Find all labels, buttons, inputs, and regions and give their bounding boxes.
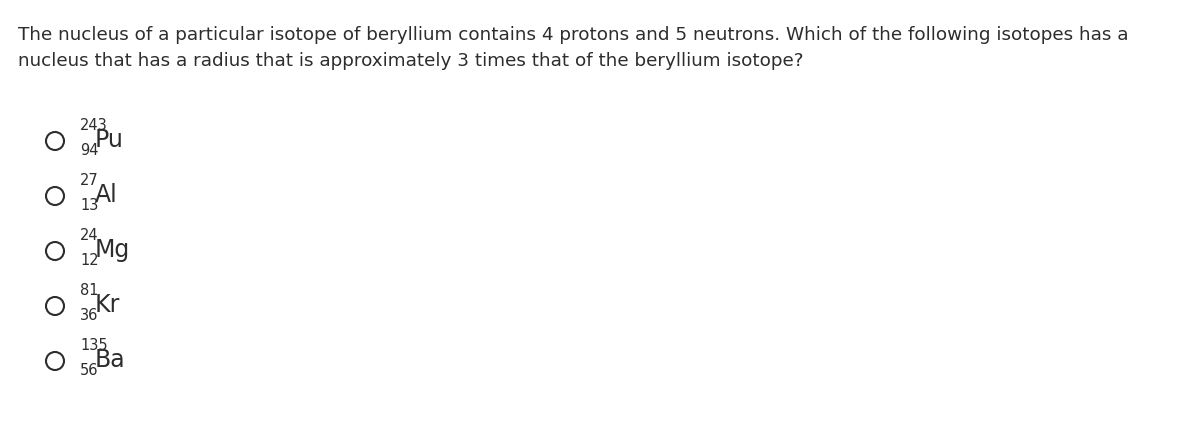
Text: Ba: Ba: [95, 348, 126, 372]
Text: Al: Al: [95, 183, 118, 207]
Text: 13: 13: [80, 198, 98, 213]
Text: 24: 24: [80, 228, 98, 243]
Text: 27: 27: [80, 173, 98, 188]
Text: 135: 135: [80, 338, 108, 353]
Text: 94: 94: [80, 143, 98, 158]
Text: 81: 81: [80, 283, 98, 298]
Text: Kr: Kr: [95, 293, 120, 317]
Text: Pu: Pu: [95, 128, 124, 152]
Text: 36: 36: [80, 308, 98, 323]
Text: Mg: Mg: [95, 238, 131, 262]
Text: 243: 243: [80, 118, 108, 133]
Text: 12: 12: [80, 253, 98, 268]
Text: 56: 56: [80, 363, 98, 378]
Text: The nucleus of a particular isotope of beryllium contains 4 protons and 5 neutro: The nucleus of a particular isotope of b…: [18, 26, 1128, 70]
